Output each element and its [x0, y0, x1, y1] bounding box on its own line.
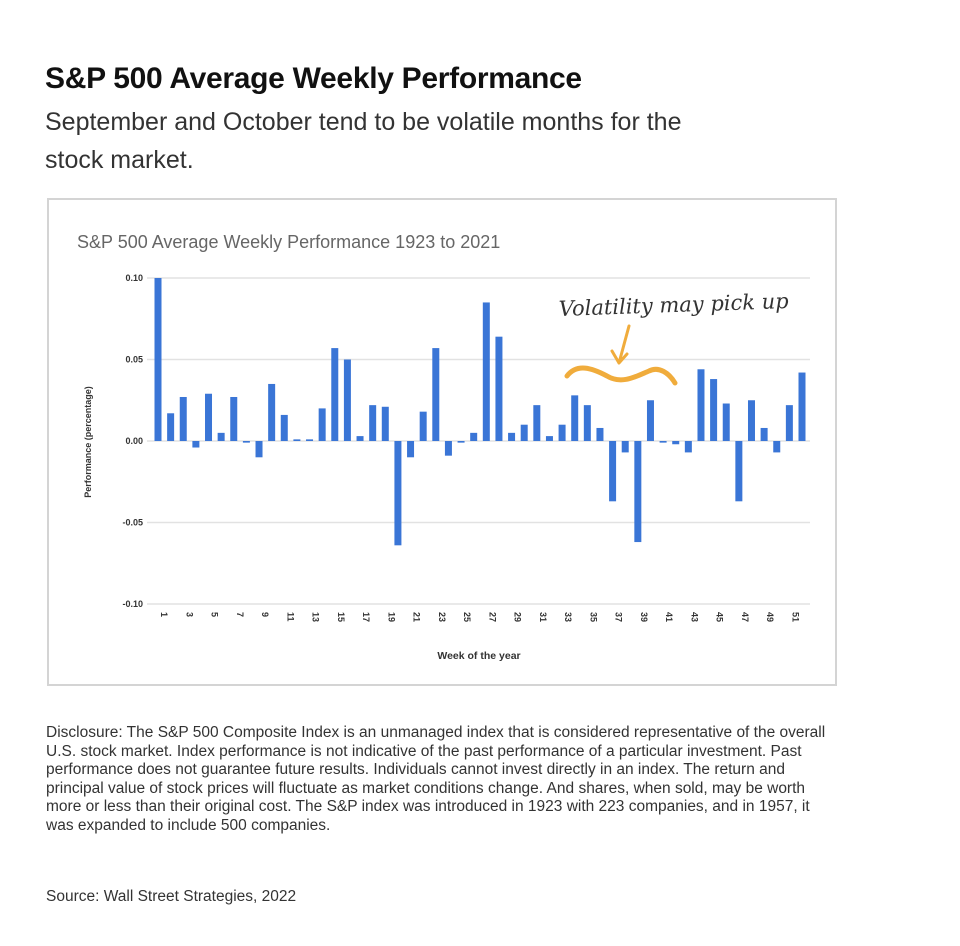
x-axis-label: Week of the year [437, 650, 520, 662]
x-tick-label: 9 [260, 612, 270, 617]
x-tick-label: 35 [588, 612, 598, 622]
bar-week-5 [205, 393, 213, 441]
x-tick-label: 21 [412, 612, 422, 622]
bar-week-48 [747, 400, 755, 441]
bar-week-29 [508, 432, 516, 441]
bar-week-15 [331, 348, 339, 441]
x-tick-label: 27 [487, 612, 497, 622]
bar-week-1 [154, 278, 162, 441]
x-tick-label: 51 [790, 612, 800, 622]
annotation-squiggle [564, 365, 678, 386]
disclosure-text: Disclosure: The S&P 500 Composite Index … [46, 724, 826, 834]
y-axis-label: Performance (percentage) [83, 386, 93, 498]
page-subtitle: September and October tend to be volatil… [45, 108, 682, 174]
x-tick-label: 29 [513, 612, 523, 622]
bar-week-38 [621, 441, 629, 453]
bar-week-20 [394, 441, 402, 546]
bar-week-27 [482, 302, 490, 441]
x-tick-label: 25 [462, 612, 472, 622]
bar-week-9 [255, 441, 263, 458]
x-tick-label: 15 [336, 612, 346, 622]
bar-week-10 [268, 383, 276, 441]
bar-week-3 [179, 396, 187, 441]
x-tick-label: 23 [437, 612, 447, 622]
bar-week-11 [280, 414, 288, 441]
bar-week-44 [697, 369, 705, 441]
y-tick-label: 0.10 [125, 273, 143, 283]
x-tick-label: 7 [235, 612, 245, 617]
y-axis-ticks: 0.10 0.05 0.00 -0.05 -0.10 [122, 273, 143, 609]
bar-week-46 [722, 403, 730, 441]
bar-week-4 [192, 441, 200, 448]
bars [154, 278, 806, 546]
bar-week-8 [242, 441, 250, 443]
x-tick-label: 3 [184, 612, 194, 617]
y-tick-label: -0.10 [122, 599, 143, 609]
x-tick-label: 43 [689, 612, 699, 622]
bar-week-34 [571, 395, 579, 441]
x-tick-label: 1 [159, 612, 169, 617]
bar-week-47 [735, 441, 743, 502]
bar-week-37 [609, 441, 617, 502]
bar-week-43 [684, 441, 692, 453]
x-tick-label: 45 [715, 612, 725, 622]
bar-week-33 [558, 424, 566, 441]
bar-week-45 [710, 379, 718, 441]
bar-week-25 [457, 441, 465, 443]
bar-week-19 [381, 406, 389, 441]
x-tick-label: 19 [386, 612, 396, 622]
bar-chart: S&P 500 Average Weekly Performance 1923 … [77, 232, 810, 662]
bar-week-36 [596, 427, 604, 441]
x-axis-ticks: 1 3 5 7 9 11 13 15 17 19 21 23 25 27 29 31 33 35 37 39 41 43 4… [159, 612, 800, 622]
bar-week-14 [318, 408, 326, 441]
bar-week-49 [760, 427, 768, 441]
bar-week-26 [470, 432, 478, 441]
source-text: Source: Wall Street Strategies, 2022 [46, 888, 297, 905]
bar-week-6 [217, 432, 225, 441]
bar-week-16 [343, 359, 351, 441]
bar-week-7 [230, 396, 238, 441]
bar-week-39 [634, 441, 642, 543]
bar-week-35 [583, 405, 591, 441]
x-tick-label: 49 [765, 612, 775, 622]
y-tick-label: -0.05 [122, 518, 143, 528]
bar-week-42 [672, 441, 680, 445]
annotation-text: Volatility may pick up [558, 289, 789, 321]
bar-week-41 [659, 441, 667, 443]
x-tick-label: 11 [285, 612, 295, 622]
x-tick-label: 41 [664, 612, 674, 622]
bar-week-12 [293, 439, 301, 441]
chart-title: S&P 500 Average Weekly Performance 1923 … [77, 232, 500, 252]
x-tick-label: 37 [614, 612, 624, 622]
annotation: Volatility may pick up [558, 289, 789, 386]
x-tick-label: 39 [639, 612, 649, 622]
bar-week-21 [407, 441, 415, 458]
y-tick-label: 0.00 [125, 436, 143, 446]
bar-week-22 [419, 411, 427, 441]
bar-week-30 [520, 424, 528, 441]
page-title: S&P 500 Average Weekly Performance [45, 62, 582, 95]
annotation-arrow-icon [610, 324, 631, 365]
bar-week-52 [798, 372, 806, 441]
bar-week-40 [646, 400, 654, 441]
bar-week-13 [306, 439, 314, 441]
bar-week-28 [495, 336, 503, 441]
bar-week-32 [545, 436, 553, 441]
bar-week-2 [167, 413, 175, 441]
x-tick-label: 17 [361, 612, 371, 622]
x-tick-label: 31 [538, 612, 548, 622]
bar-week-24 [444, 441, 452, 456]
bar-week-23 [432, 348, 440, 441]
bar-week-51 [785, 405, 793, 441]
y-tick-label: 0.05 [125, 355, 143, 365]
bar-week-50 [773, 441, 781, 453]
x-tick-label: 5 [210, 612, 220, 617]
x-tick-label: 13 [311, 612, 321, 622]
bar-week-17 [356, 436, 364, 441]
x-tick-label: 47 [740, 612, 750, 622]
x-tick-label: 33 [563, 612, 573, 622]
bar-week-18 [369, 405, 377, 441]
bar-week-31 [533, 405, 541, 441]
